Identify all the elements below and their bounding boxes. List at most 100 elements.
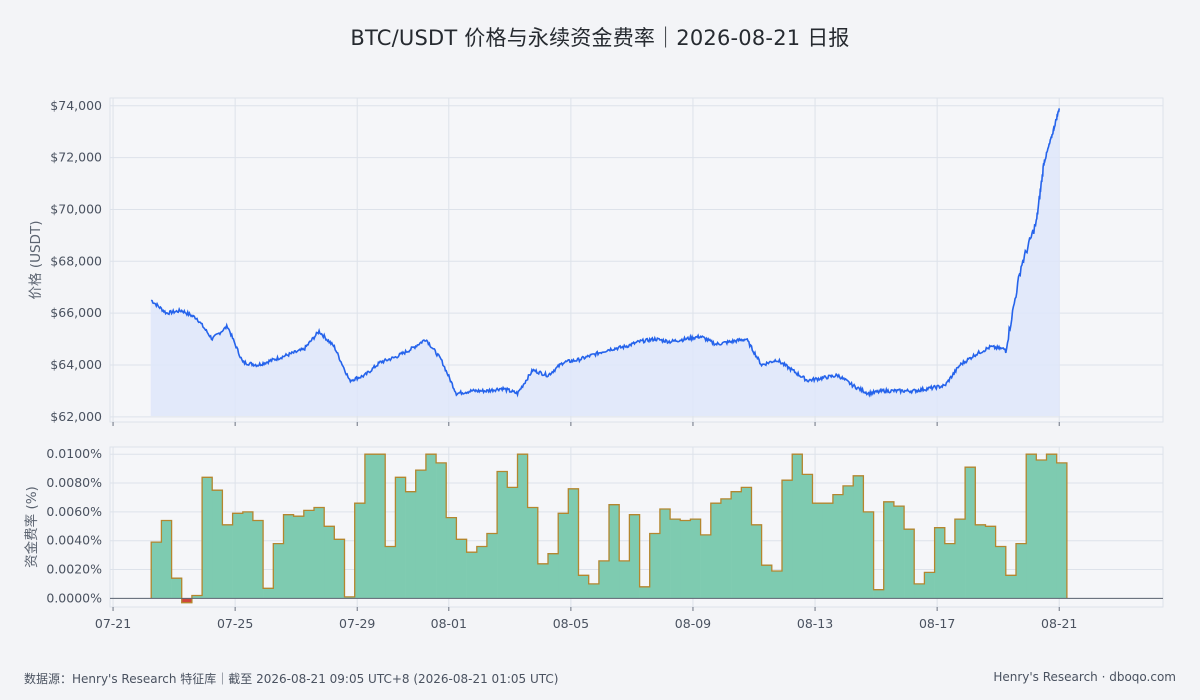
price-y-tick-5: $72,000 [50, 150, 102, 165]
chart-title: BTC/USDT 价格与永续资金费率｜2026-08-21 日报 [350, 26, 850, 50]
funding-bar-19 [344, 596, 355, 599]
funding-bar-67 [832, 494, 844, 599]
funding-bar-4 [191, 595, 203, 599]
funding-bar-50 [659, 509, 671, 599]
funding-bar-2 [171, 578, 183, 599]
funding-bar-5 [202, 477, 213, 599]
funding-y-tick-0: 0.0000% [46, 590, 102, 605]
price-y-tick-6: $74,000 [50, 98, 102, 113]
funding-bar-77 [934, 527, 946, 599]
funding-y-tick-labels: 0.0000% 0.0020% 0.0040% 0.0060% 0.0080% 0.010… [46, 446, 102, 605]
funding-bar-33 [486, 533, 498, 599]
funding-bar-34 [497, 471, 508, 599]
funding-bar-16 [314, 507, 325, 599]
funding-bar-43 [588, 583, 600, 599]
funding-bar-41 [568, 488, 579, 599]
funding-bar-61 [771, 571, 783, 599]
funding-y-tick-3: 0.0060% [46, 504, 102, 519]
funding-bar-83 [995, 546, 1007, 599]
funding-bar-59 [751, 524, 762, 599]
funding-bar-13 [283, 514, 294, 599]
funding-bar-81 [975, 524, 986, 599]
price-y-axis-label: 价格 (USDT) [28, 221, 44, 300]
x-tick-label-3: 08-01 [431, 616, 467, 631]
price-panel: $62,000 $64,000 $66,000 $68,000 $70,000 $72,0… [28, 97, 1164, 426]
funding-y-axis-label: 资金费率 (%) [23, 486, 40, 568]
funding-x-tick-labels: 07-21 07-25 07-29 08-01 08-05 08-09 08-13 08-17… [95, 607, 1077, 631]
funding-bar-76 [924, 572, 935, 599]
funding-bar-26 [415, 470, 427, 599]
funding-bar-54 [700, 534, 712, 599]
funding-bar-17 [324, 526, 335, 599]
funding-bar-40 [558, 513, 569, 599]
price-line [150, 108, 1060, 398]
funding-bar-60 [761, 565, 773, 599]
funding-bar-88 [1046, 454, 1057, 599]
funding-bar-32 [476, 546, 488, 599]
funding-bar-27 [425, 454, 437, 599]
funding-bar-57 [731, 491, 742, 599]
funding-bar-79 [954, 519, 966, 599]
price-y-tick-labels: $62,000 $64,000 $66,000 $68,000 $70,000 $72,0… [50, 98, 102, 424]
chart-canvas: $62,000 $64,000 $66,000 $68,000 $70,000 $72,0… [23, 97, 1164, 631]
funding-bar-29 [446, 517, 457, 599]
price-x-tick-marks [112, 422, 1060, 426]
funding-bar-72 [883, 501, 895, 599]
funding-bar-51 [670, 519, 681, 599]
funding-bar-70 [863, 511, 874, 599]
funding-bar-3 [181, 598, 193, 603]
x-tick-label-8: 08-21 [1041, 616, 1077, 631]
funding-bar-78 [944, 543, 956, 599]
funding-bar-64 [802, 474, 813, 599]
price-y-tick-1: $64,000 [50, 357, 102, 372]
funding-bar-31 [466, 552, 478, 599]
funding-bar-36 [517, 454, 528, 599]
price-y-tick-0: $62,000 [50, 409, 102, 424]
funding-bar-68 [843, 485, 854, 599]
funding-bar-48 [639, 586, 651, 599]
funding-bar-89 [1056, 462, 1068, 599]
funding-bar-80 [965, 467, 976, 599]
funding-bar-63 [792, 454, 803, 599]
funding-bar-12 [273, 543, 284, 599]
price-y-tick-2: $66,000 [50, 305, 102, 320]
funding-bar-58 [741, 487, 752, 599]
funding-bar-21 [364, 454, 376, 599]
funding-bar-28 [436, 462, 447, 599]
funding-bar-82 [985, 526, 996, 599]
funding-bar-86 [1026, 454, 1037, 599]
funding-y-tick-1: 0.0020% [46, 562, 102, 577]
funding-bar-22 [375, 454, 386, 599]
x-tick-label-7: 08-17 [919, 616, 955, 631]
funding-bar-38 [537, 563, 549, 599]
footer-source: 数据源：Henry's Research 特征库｜截至 2026-08-21 0… [24, 672, 559, 686]
x-tick-label-0: 07-21 [95, 616, 131, 631]
funding-bar-45 [609, 504, 620, 599]
x-tick-label-4: 08-05 [553, 616, 589, 631]
funding-bar-62 [782, 480, 793, 599]
funding-y-tick-4: 0.0080% [46, 475, 102, 490]
x-tick-label-2: 07-29 [339, 616, 375, 631]
funding-bar-74 [904, 529, 915, 599]
funding-bar-55 [710, 503, 722, 599]
funding-bar-42 [578, 575, 589, 599]
funding-bar-47 [629, 514, 640, 599]
x-tick-label-1: 07-25 [217, 616, 253, 631]
price-y-tick-4: $70,000 [50, 201, 102, 216]
funding-bar-30 [456, 539, 467, 599]
footer-brand: Henry's Research · dboqo.com [993, 670, 1176, 684]
funding-y-tick-2: 0.0040% [46, 533, 102, 548]
funding-bar-6 [212, 490, 223, 599]
funding-bar-65 [812, 503, 823, 599]
funding-bar-24 [395, 477, 406, 599]
funding-bar-46 [619, 560, 630, 599]
funding-bar-49 [649, 533, 661, 599]
funding-bar-10 [252, 520, 264, 599]
funding-bar-9 [242, 511, 254, 599]
funding-bar-0 [151, 542, 162, 599]
funding-bar-20 [354, 503, 366, 599]
price-y-tick-3: $68,000 [50, 253, 102, 268]
x-tick-label-5: 08-09 [675, 616, 711, 631]
funding-bar-37 [527, 507, 539, 599]
funding-bar-8 [232, 513, 244, 599]
